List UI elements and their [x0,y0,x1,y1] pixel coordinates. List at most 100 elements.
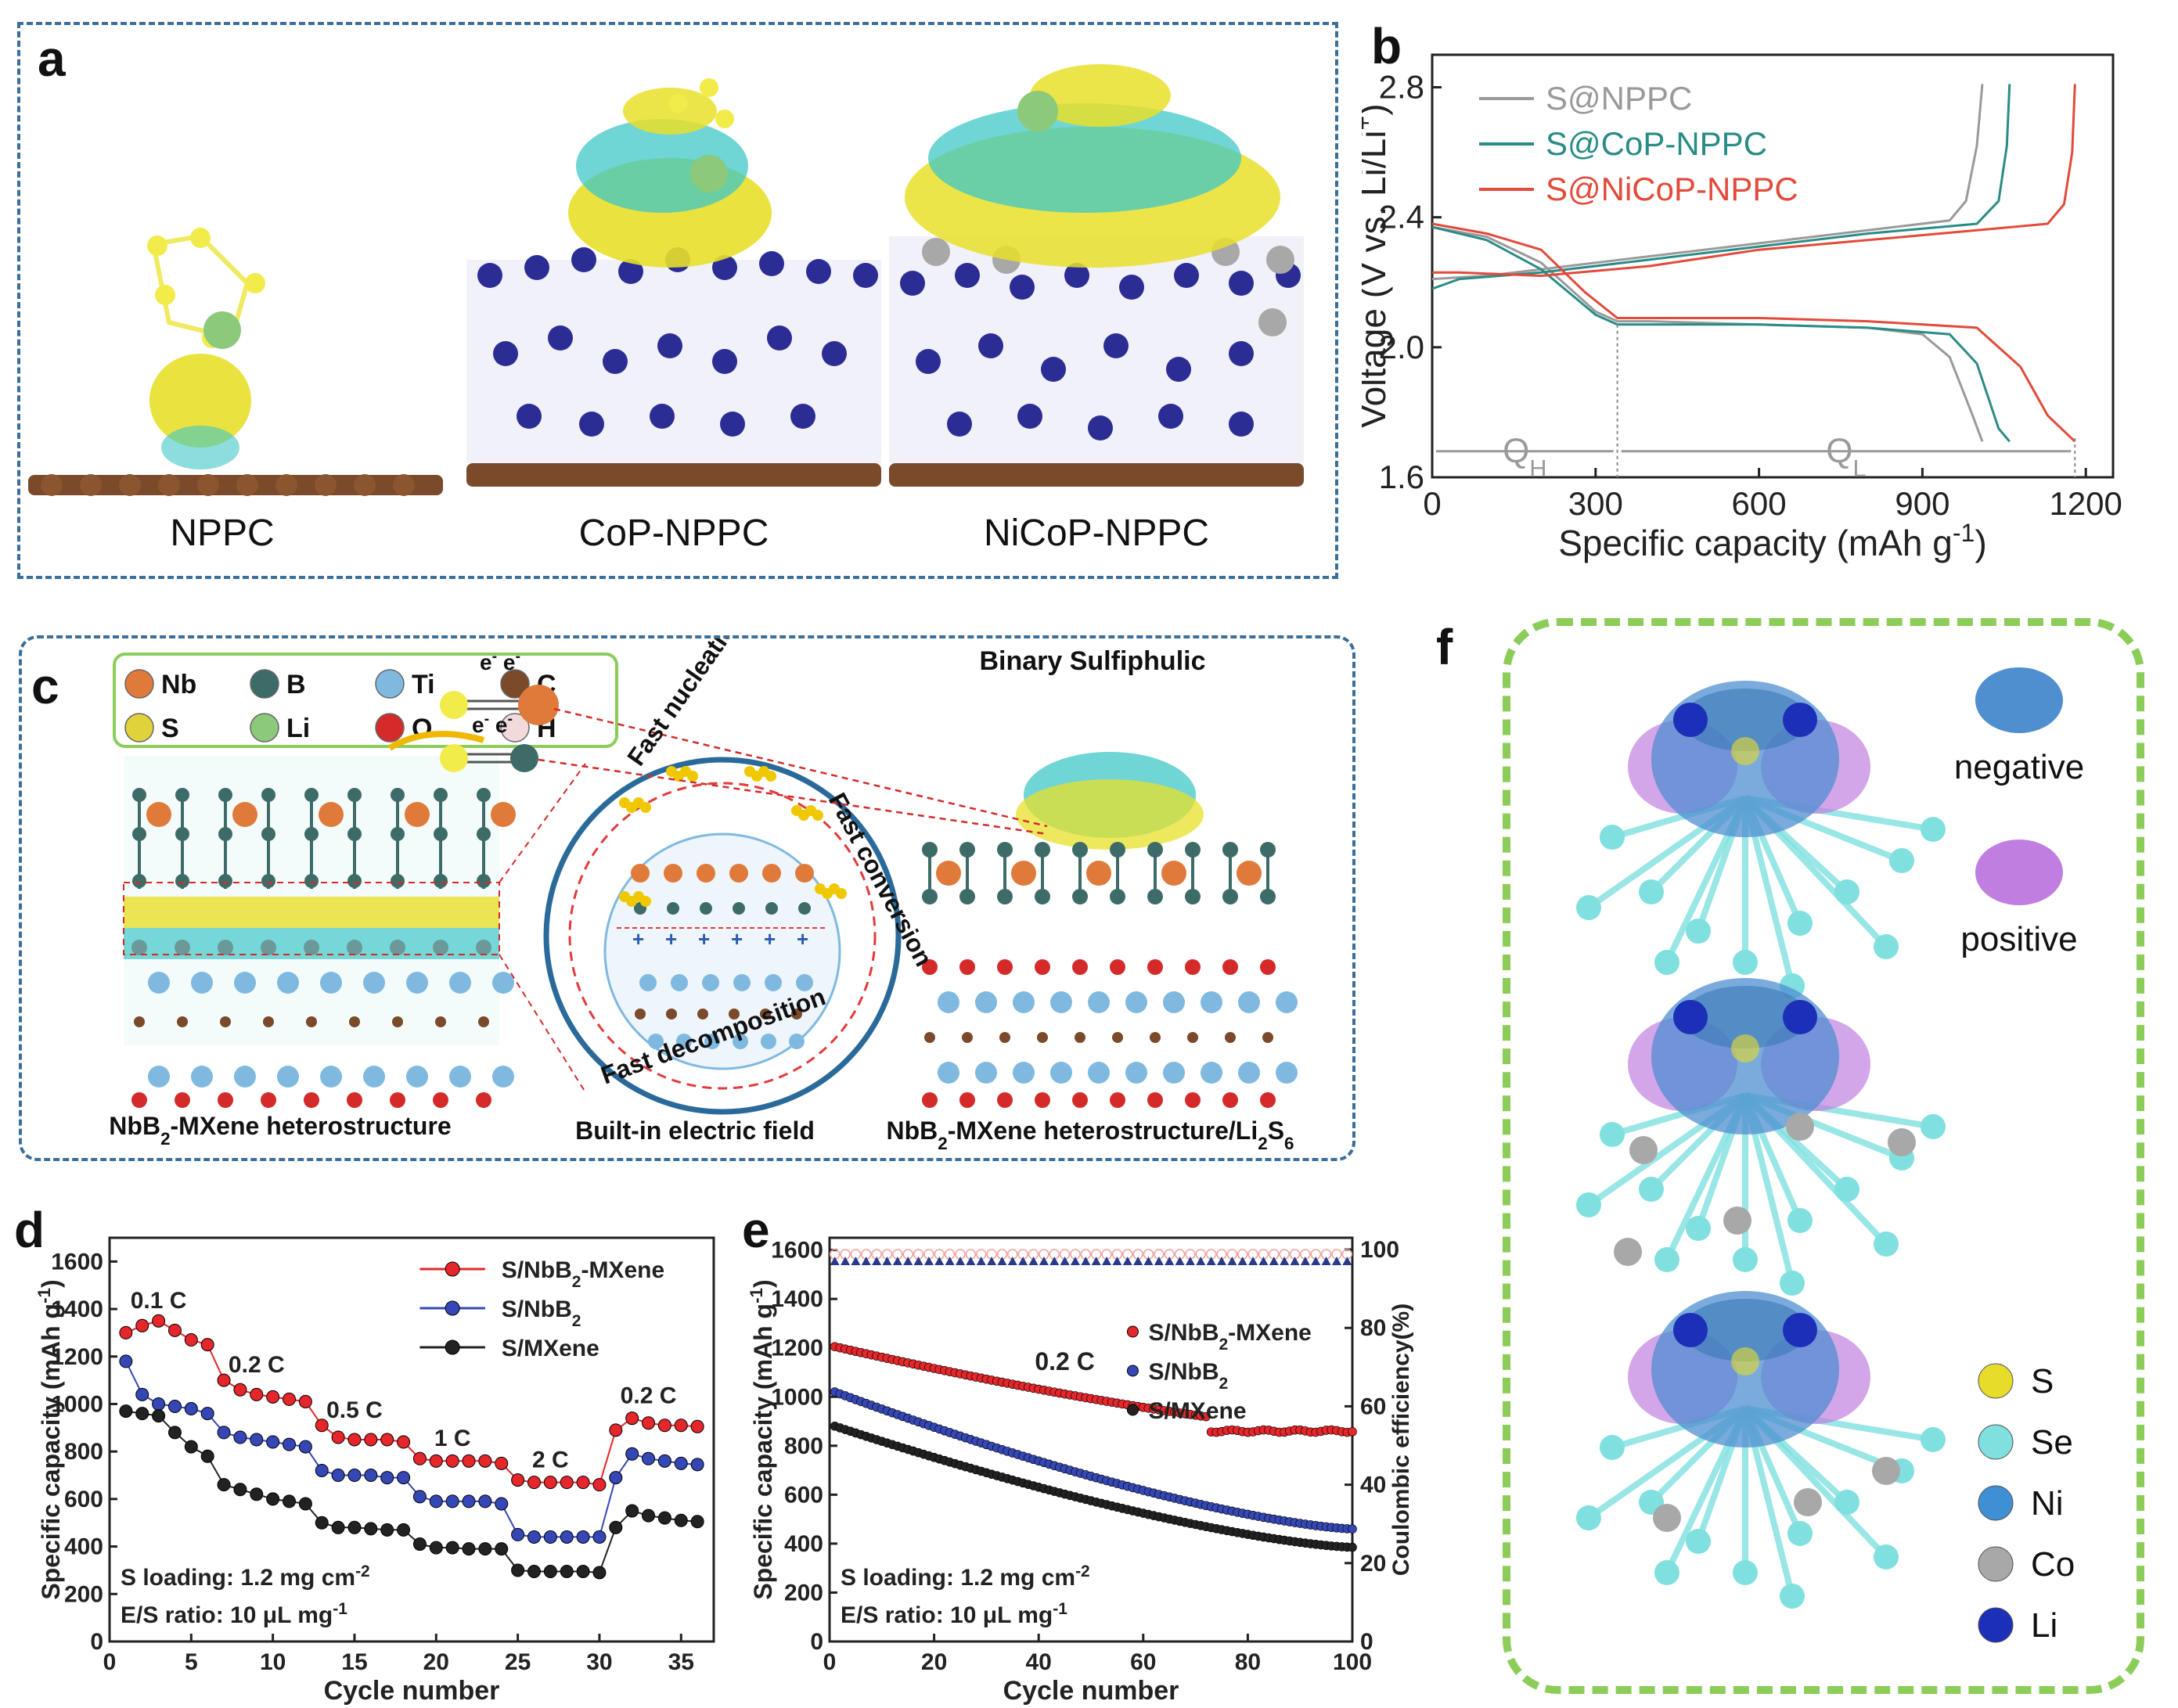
data-point [412,1451,427,1465]
data-point [609,1471,623,1485]
data-point [331,1430,345,1444]
data-point [674,1513,688,1527]
data-point [560,1530,574,1544]
ce-point [1039,1257,1049,1266]
legend-marker [445,1261,460,1277]
legend-entry: S/MXene [502,1336,599,1361]
li-atom [1783,703,1817,737]
data-point [266,1435,280,1449]
se-atom [1654,950,1679,975]
legend-atom-swatch [1978,1546,2014,1582]
x-axis-label: Cycle number [324,1676,500,1706]
se-atom [1787,1208,1813,1233]
data-point [152,1409,166,1423]
ce-point [934,1257,945,1266]
legend-atom-swatch [500,669,530,699]
ce-point [892,1257,902,1266]
li-atom [1783,1313,1817,1347]
ce-point [1018,1257,1028,1266]
ce-point [861,1257,871,1266]
x-tick-label: 600 [1732,485,1787,522]
se-atom [1639,879,1664,904]
negative-bubble-icon [1975,667,2063,733]
panel-a-label: a [38,31,66,87]
data-point [364,1469,378,1483]
data-point [511,1527,525,1541]
legend-atom-symbol: Co [2031,1545,2075,1584]
panel-c-schematic: Nb B Ti CS Li O H + + + + + + e- e- e- e- Binary [109,638,1298,1153]
data-point [200,1407,214,1421]
x-tick-label: 80 [1235,1649,1261,1675]
series-line-charge [1431,84,2011,290]
ql-label: QL [1826,432,1866,482]
data-point [690,1419,704,1433]
x-tick-label: 5 [185,1649,198,1675]
ce-point [1217,1257,1226,1266]
rate-label: 0.2 C [621,1383,677,1409]
y-axis-label: Voltage (V vs. Li/Li+) [1362,103,1393,428]
data-point [315,1463,329,1477]
y-tick-label: 800 [784,1433,823,1459]
data-point [233,1383,247,1397]
ce-point [1122,1257,1132,1266]
panel-b-label: b [1371,18,1402,74]
data-point [331,1520,345,1534]
y-axis-label: Specific capacity (mAh g-1) [34,1279,66,1599]
legend-entry: S@CoP-NPPC [1546,125,1767,162]
data-point [543,1564,557,1578]
legend-entry: S/MXene [1148,1398,1246,1424]
data-point [657,1511,671,1525]
data-point [397,1523,411,1537]
data-point [364,1433,378,1447]
data-point [167,1323,182,1337]
ce-point [1165,1257,1175,1266]
ce-point [841,1257,851,1266]
co-atom [1888,1128,1916,1156]
condition-note: S loading: 1.2 mg cm-2 [121,1562,370,1591]
data-point [674,1419,688,1433]
y-tick-label: 1.6 [1379,458,1424,495]
electron-arrows [387,685,1048,836]
binary-sulfiphulic-title: Binary Sulfiphulic [979,646,1205,676]
x-tick-label: 100 [1333,1649,1372,1675]
legend-marker [445,1339,460,1355]
legend-atom-symbol: S [161,714,179,743]
ce-point [1102,1257,1112,1266]
se-atom [1780,1271,1805,1296]
rate-label: 0.2 C [1035,1347,1094,1375]
positive-bubble-icon [1975,840,2063,905]
data-point [380,1433,394,1447]
legend-atom-swatch [1978,1424,2014,1460]
data-point [625,1411,639,1426]
data-point [560,1564,574,1578]
y2-tick-label: 20 [1360,1551,1386,1577]
data-point [576,1476,590,1490]
series-line-discharge [1431,225,2011,443]
data-point [527,1564,541,1578]
data-point [657,1419,671,1433]
se-atom [1921,817,1946,842]
legend-atom-swatch [375,669,405,699]
y-tick-label: 0 [810,1629,823,1655]
ce-point [1342,1257,1352,1266]
data-point [1348,1524,1357,1534]
legend-marker [1126,1365,1139,1377]
x-tick-label: 300 [1568,485,1623,522]
co-atom [1723,1206,1751,1235]
ce-point [1196,1257,1206,1266]
ce-point [923,1257,934,1266]
legend-atom-symbol: Se [2031,1423,2073,1462]
legend-marker [1126,1325,1139,1338]
legend-atom-swatch [500,713,530,743]
charge-legend-negative: negative [1954,748,2084,786]
legend-entry: S/NbB2 [1148,1359,1228,1393]
data-point [1348,1542,1357,1552]
y2-tick-label: 40 [1360,1472,1386,1498]
co-atom [1629,1136,1658,1164]
data-point [462,1542,476,1556]
x-axis-label: Specific capacity (mAh g-1) [1558,519,1987,563]
legend-atom-swatch [1978,1607,2014,1643]
legend-entry: S/NbB2-MXene [502,1257,664,1291]
data-point [250,1433,264,1447]
data-point [642,1508,656,1523]
